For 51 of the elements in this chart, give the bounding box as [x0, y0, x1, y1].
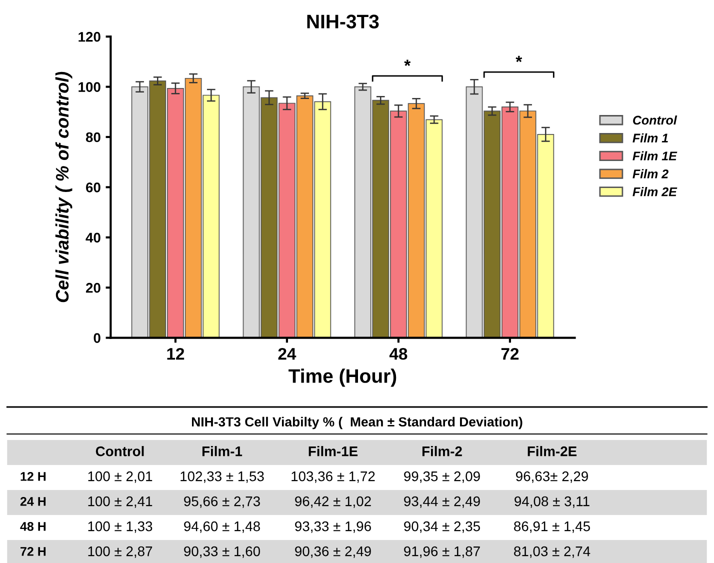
text: Film-1E	[308, 446, 358, 456]
text: 90,36 ± 2,49	[295, 546, 371, 558]
y-tick-label: 80	[86, 132, 100, 142]
text: 100 ± 1,33	[88, 521, 152, 533]
text: 91,96 ± 1,87	[404, 546, 480, 558]
text: 72 H	[20, 547, 46, 556]
text: 86,91 ± 1,45	[514, 521, 590, 533]
x-tick-label: 24	[278, 348, 296, 360]
text: 99,35 ± 2,09	[404, 471, 480, 483]
x-tick-label: 12	[167, 348, 184, 360]
text: 93,44 ± 2,49	[404, 496, 480, 508]
annotation: *	[516, 56, 522, 62]
text: 90,33 ± 1,60	[184, 546, 260, 558]
y-tick-label: 40	[86, 232, 100, 243]
text: 81,03 ± 2,74	[514, 546, 590, 558]
x-tick-label: 72	[501, 348, 519, 360]
x-axis-title: Time (Hour)	[288, 368, 396, 387]
y-tick-label: 60	[86, 182, 100, 192]
legend-label: Film 2E	[632, 187, 678, 196]
text: 100 ± 2,41	[88, 496, 152, 508]
text: Film-2E	[528, 446, 577, 456]
chart-title: NIH-3T3	[307, 14, 379, 28]
text: 95,66 ± 2,73	[184, 496, 260, 508]
text: 102,33 ± 1,53	[180, 471, 264, 483]
legend-label: Film 1	[632, 133, 668, 142]
legend-label: Film 2	[632, 169, 668, 178]
text: Control	[96, 446, 144, 456]
text: NIH-3T3 Cell Viabilty % ( Mean ± Standard Deviation)	[192, 416, 522, 430]
legend-label: Control	[633, 115, 678, 125]
text: 103,36 ± 1,72	[292, 471, 375, 483]
legend-label: Film 1E	[632, 151, 678, 160]
y-axis-title: Cell viability ( % of control)	[55, 72, 72, 302]
text: Film-1	[202, 446, 242, 456]
y-tick-label: 100	[78, 82, 100, 92]
y-tick-label: 120	[78, 32, 100, 42]
text: 96,42 ± 1,02	[295, 496, 371, 508]
text: 12 H	[20, 472, 46, 481]
text: 24 H	[20, 497, 46, 506]
y-tick-label: 0	[94, 333, 100, 343]
text: 94,60 ± 1,48	[184, 521, 260, 533]
text: 48 H	[20, 522, 46, 531]
x-tick-label: 48	[389, 348, 408, 360]
text: 100 ± 2,87	[88, 546, 152, 558]
text: 93,33 ± 1,96	[295, 521, 371, 533]
text: 94,08 ± 3,11	[514, 496, 590, 508]
text: 100 ± 2,01	[88, 471, 152, 483]
text: Film-2	[422, 446, 462, 456]
annotation: *	[404, 60, 411, 66]
y-tick-label: 20	[86, 282, 100, 293]
text: 96,63± 2,29	[516, 471, 588, 483]
text: 90,34 ± 2,35	[404, 521, 480, 533]
